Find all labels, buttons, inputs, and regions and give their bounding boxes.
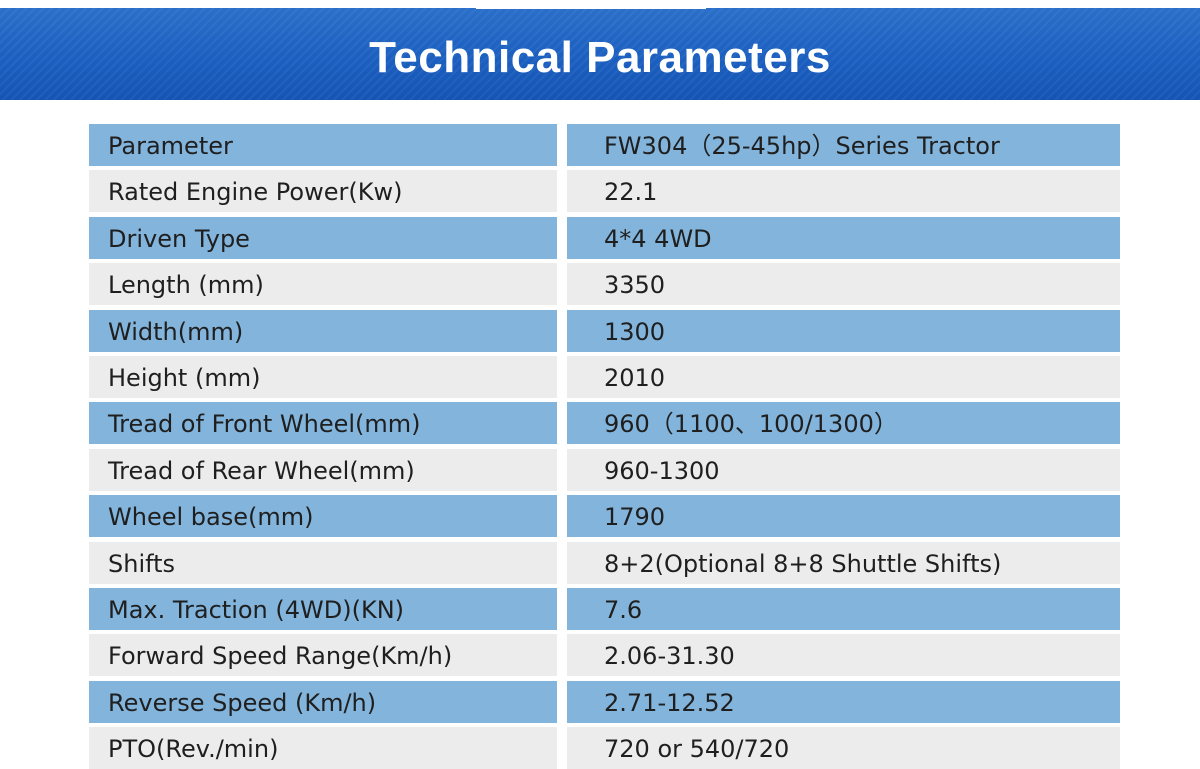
value-cell: 720 or 540/720 [567, 727, 1120, 769]
value-cell: 3350 [567, 263, 1120, 306]
value-cell: 1300 [567, 309, 1120, 352]
value-cell: FW304（25-45hp）Series Tractor [567, 124, 1120, 166]
parameter-cell: Tread of Rear Wheel(mm) [89, 448, 557, 491]
value-cell: 2.71-12.52 [567, 680, 1120, 723]
table-row: Wheel base(mm) 1790 [89, 495, 1120, 538]
parameter-cell: Tread of Front Wheel(mm) [89, 402, 557, 445]
banner-notch [476, 0, 706, 9]
value-cell: 22.1 [567, 170, 1120, 213]
table-row: Max. Traction (4WD)(KN) 7.6 [89, 587, 1120, 630]
table-row: Driven Type 4*4 4WD [89, 216, 1120, 259]
parameter-cell: Driven Type [89, 216, 557, 259]
value-cell: 4*4 4WD [567, 216, 1120, 259]
parameters-table: Parameter FW304（25-45hp）Series Tractor R… [89, 124, 1120, 769]
parameter-cell: Shifts [89, 541, 557, 584]
value-cell: 7.6 [567, 587, 1120, 630]
table-row: Tread of Rear Wheel(mm) 960-1300 [89, 448, 1120, 491]
table-row: Width(mm) 1300 [89, 309, 1120, 352]
parameter-cell: Rated Engine Power(Kw) [89, 170, 557, 213]
table-row: Forward Speed Range(Km/h) 2.06-31.30 [89, 634, 1120, 677]
table-row: Height (mm) 2010 [89, 355, 1120, 398]
parameter-cell: Reverse Speed (Km/h) [89, 680, 557, 723]
value-cell: 8+2(Optional 8+8 Shuttle Shifts) [567, 541, 1120, 584]
value-cell: 960（1100、100/1300） [567, 402, 1120, 445]
table-row: Shifts 8+2(Optional 8+8 Shuttle Shifts) [89, 541, 1120, 584]
title-banner: Technical Parameters [0, 8, 1200, 100]
parameter-cell: PTO(Rev./min) [89, 727, 557, 769]
parameter-cell: Height (mm) [89, 355, 557, 398]
table-row: Tread of Front Wheel(mm) 960（1100、100/13… [89, 402, 1120, 445]
parameter-cell: Length (mm) [89, 263, 557, 306]
value-cell: 1790 [567, 495, 1120, 538]
table-row: PTO(Rev./min) 720 or 540/720 [89, 727, 1120, 769]
value-cell: 960-1300 [567, 448, 1120, 491]
parameter-cell: Parameter [89, 124, 557, 166]
parameter-cell: Wheel base(mm) [89, 495, 557, 538]
table-row: Rated Engine Power(Kw) 22.1 [89, 170, 1120, 213]
value-cell: 2010 [567, 355, 1120, 398]
table-row: Length (mm) 3350 [89, 263, 1120, 306]
parameter-cell: Max. Traction (4WD)(KN) [89, 587, 557, 630]
page-title: Technical Parameters [369, 33, 831, 82]
value-cell: 2.06-31.30 [567, 634, 1120, 677]
table-header-row: Parameter FW304（25-45hp）Series Tractor [89, 124, 1120, 166]
table-row: Reverse Speed (Km/h) 2.71-12.52 [89, 680, 1120, 723]
parameter-cell: Forward Speed Range(Km/h) [89, 634, 557, 677]
parameter-cell: Width(mm) [89, 309, 557, 352]
